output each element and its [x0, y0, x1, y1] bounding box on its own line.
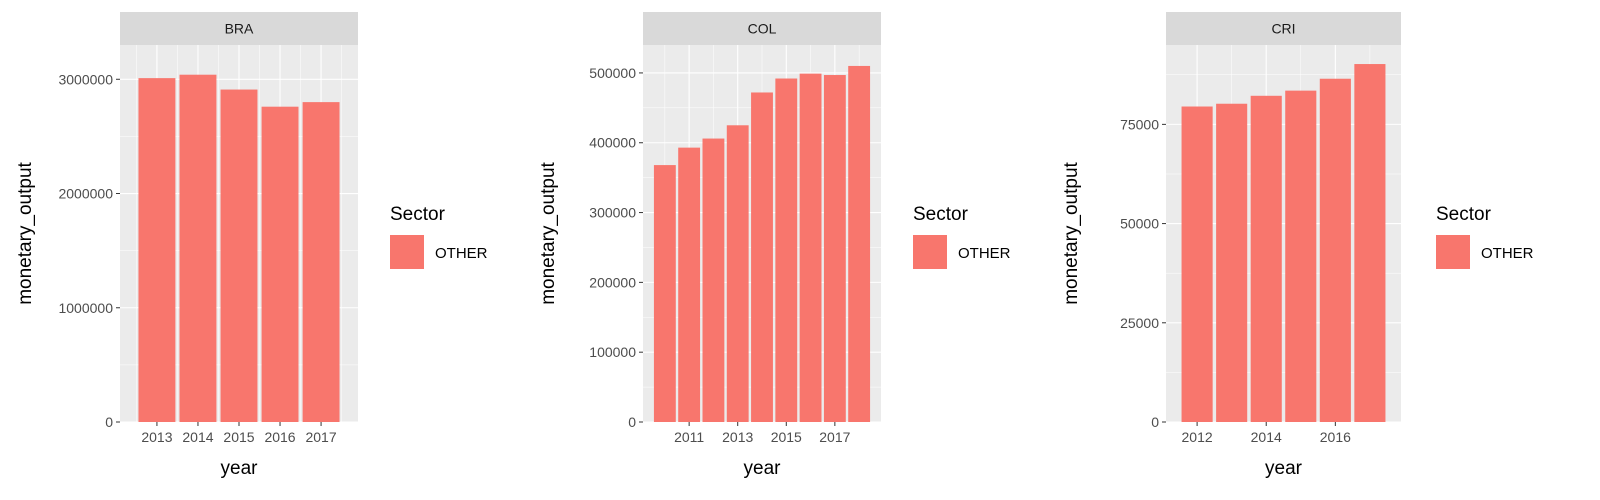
x-tick-label: 2014	[1251, 429, 1282, 445]
bar-col-2017	[823, 75, 846, 422]
y-tick-label: 50000	[1120, 216, 1159, 232]
y-tick-label: 0	[1151, 414, 1159, 430]
bar-bra-2014	[179, 74, 217, 422]
y-tick-label: 0	[628, 414, 636, 430]
bar-cri-2012	[1181, 106, 1213, 422]
bar-col-2011	[678, 147, 701, 422]
legend-title: Sector	[913, 204, 969, 225]
bar-bra-2013	[138, 78, 176, 422]
x-tick-label: 2013	[722, 429, 753, 445]
x-tick-label: 2014	[182, 429, 213, 445]
y-tick-label: 1000000	[58, 300, 113, 316]
y-axis-title: monetary_output	[1061, 161, 1082, 304]
x-tick-label: 2011	[674, 429, 704, 445]
bar-bra-2017	[302, 102, 340, 422]
y-tick-label: 300000	[589, 205, 636, 221]
legend-label: OTHER	[435, 245, 488, 262]
x-tick-label: 2016	[264, 429, 295, 445]
bar-col-2013	[726, 125, 749, 422]
facet-title: COL	[748, 21, 777, 37]
x-tick-label: 2017	[819, 429, 850, 445]
bar-bra-2016	[261, 106, 299, 422]
facet-strip	[120, 12, 358, 45]
bar-cri-2015	[1285, 90, 1317, 422]
y-tick-label: 3000000	[58, 71, 113, 87]
y-tick-label: 75000	[1120, 116, 1159, 132]
bar-col-2016	[799, 73, 822, 422]
y-axis-title: monetary_output	[15, 161, 36, 304]
x-tick-label: 2015	[771, 429, 802, 445]
facet-title: CRI	[1271, 21, 1295, 37]
legend-key-swatch	[913, 235, 947, 269]
y-tick-label: 25000	[1120, 315, 1159, 331]
x-axis-title: year	[1265, 458, 1303, 479]
y-tick-label: 500000	[589, 65, 636, 81]
bar-bra-2015	[220, 89, 258, 423]
legend-title: Sector	[1436, 204, 1492, 225]
bar-cri-2014	[1250, 95, 1282, 423]
facet-title: BRA	[225, 21, 254, 37]
legend-label: OTHER	[1481, 245, 1534, 262]
x-tick-label: 2016	[1320, 429, 1351, 445]
bar-cri-2017	[1354, 64, 1386, 422]
x-tick-label: 2013	[141, 429, 172, 445]
y-tick-label: 400000	[589, 135, 636, 151]
bar-cri-2013	[1216, 103, 1248, 422]
y-tick-label: 0	[105, 414, 113, 430]
x-tick-label: 2015	[223, 429, 254, 445]
x-axis-title: year	[221, 458, 259, 479]
y-axis-title: monetary_output	[538, 161, 559, 304]
legend-title: Sector	[390, 204, 446, 225]
y-tick-label: 100000	[589, 344, 636, 360]
bar-col-2014	[751, 92, 773, 423]
x-axis-title: year	[744, 458, 782, 479]
x-tick-label: 2017	[305, 429, 336, 445]
legend-key-swatch	[1436, 235, 1470, 269]
legend-key-swatch	[390, 235, 424, 269]
y-tick-label: 200000	[589, 274, 636, 290]
x-tick-label: 2012	[1182, 429, 1213, 445]
legend-label: OTHER	[958, 245, 1011, 262]
facet-strip	[1166, 12, 1401, 45]
bar-col-2018	[848, 65, 871, 422]
y-tick-label: 2000000	[58, 186, 113, 202]
bar-col-2010	[653, 165, 676, 422]
facet-strip	[643, 12, 881, 45]
bar-col-2012	[702, 138, 725, 422]
bar-cri-2016	[1319, 78, 1351, 423]
bar-col-2015	[775, 78, 798, 422]
